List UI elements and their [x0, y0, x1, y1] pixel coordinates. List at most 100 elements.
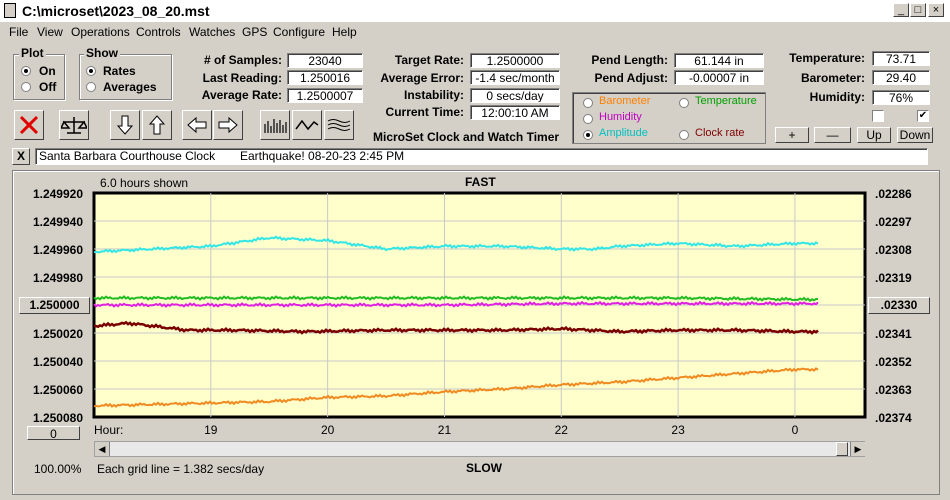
show-rates-radio[interactable] [86, 66, 96, 76]
y-right-tick-label: .02374 [875, 411, 912, 425]
x-tick-label: 0 [792, 423, 799, 437]
rate-center-button[interactable]: 1.250000 [19, 297, 90, 314]
plus-button[interactable]: + [775, 127, 809, 143]
plot-on-radio[interactable] [21, 66, 31, 76]
amplitude-option-label: Amplitude [599, 127, 648, 139]
temperature-field: 73.71 [872, 51, 930, 66]
plot-group-title: Plot [19, 46, 46, 60]
hour-offset-button[interactable]: 0 [27, 426, 80, 441]
series-line-amplitude [93, 235, 819, 254]
instability-label: Instability: [403, 88, 464, 102]
temperature-radio[interactable] [679, 98, 689, 108]
samples-field: 23040 [287, 53, 363, 68]
wave-icon [295, 119, 319, 131]
multi-wave-button[interactable] [324, 110, 354, 140]
x-tick-label: 19 [204, 423, 218, 437]
y-right-tick-label: .02286 [875, 187, 912, 201]
left-arrow-button[interactable] [182, 110, 212, 140]
checkbox-1[interactable] [872, 110, 884, 122]
current-time-label: Current Time: [385, 105, 464, 119]
up-arrow-button[interactable] [142, 110, 172, 140]
menu-controls[interactable]: Controls [136, 25, 181, 39]
pend-length-field: 61.144 in [674, 53, 764, 68]
y-right-tick-label: .02363 [875, 383, 912, 397]
minus-button[interactable]: — [814, 127, 851, 143]
menu-file[interactable]: File [9, 25, 29, 39]
average-error-label: Average Error: [380, 71, 464, 85]
humidity-option-label: Humidity [599, 111, 642, 123]
minimize-button[interactable]: _ [893, 3, 909, 17]
show-averages-radio[interactable] [86, 82, 96, 92]
clock-rate-option-label: Clock rate [695, 127, 745, 139]
amplitude-radio[interactable] [583, 130, 593, 140]
scroll-left-arrow-icon[interactable]: ◀ [95, 442, 110, 456]
x-axis-label: Hour: [94, 423, 123, 437]
down-button[interactable]: Down [897, 127, 933, 143]
red-x-icon [19, 115, 39, 135]
multi-wave-icon [327, 119, 351, 131]
x-tick-label: 20 [321, 423, 335, 437]
samples-label: # of Samples: [203, 53, 282, 67]
x-tick-label: 22 [555, 423, 569, 437]
pend-adjust-field: -0.00007 in [674, 70, 764, 85]
show-group-title: Show [84, 46, 120, 60]
menu-gps[interactable]: GPS [242, 25, 268, 39]
scroll-right-arrow-icon[interactable]: ▶ [850, 442, 865, 456]
plot-off-radio[interactable] [21, 82, 31, 92]
scroll-thumb[interactable] [836, 442, 848, 456]
pend-adjust-label: Pend Adjust: [594, 71, 668, 85]
menu-configure[interactable]: Configure [273, 25, 326, 39]
stop-button[interactable] [14, 110, 44, 140]
checkbox-2[interactable]: ✔ [917, 110, 929, 122]
series-line-clock-rate [93, 320, 819, 335]
last-reading-label: Last Reading: [202, 71, 282, 85]
menu-help[interactable]: Help [332, 25, 357, 39]
y-right-tick-label: .02319 [875, 271, 912, 285]
time-scrollbar[interactable]: ◀ ▶ [94, 441, 865, 457]
note-field[interactable]: Santa Barbara Courthouse Clock Earthquak… [35, 148, 928, 165]
y-left-tick-label: 1.249940 [33, 215, 83, 229]
down-arrow-button[interactable] [110, 110, 140, 140]
title-bar[interactable]: C:\microset\2023_08_20.mst _ □ × [0, 0, 950, 23]
app-icon[interactable] [4, 3, 16, 18]
down-arrow-icon [116, 115, 134, 135]
menu-watches[interactable]: Watches [189, 25, 236, 39]
left-arrow-icon [187, 116, 207, 134]
temperature-label: Temperature: [789, 51, 865, 65]
y-right-tick-label: .02308 [875, 243, 912, 257]
close-button[interactable]: × [928, 3, 944, 17]
y-right-tick-label: .02297 [875, 215, 912, 229]
wave-button[interactable] [292, 110, 322, 140]
average-rate-field: 1.2500007 [287, 88, 363, 103]
series-line-humidity [93, 300, 819, 308]
right-arrow-icon [218, 116, 238, 134]
humidity-radio[interactable] [583, 114, 593, 124]
window-title: C:\microset\2023_08_20.mst [22, 3, 210, 19]
right-arrow-button[interactable] [213, 110, 243, 140]
menu-operations[interactable]: Operations [71, 25, 130, 39]
zoom-level: 100.00% [34, 462, 82, 476]
y-left-tick-label: 1.249960 [33, 243, 83, 257]
histogram-icon [264, 119, 287, 133]
menu-view[interactable]: View [37, 25, 63, 39]
plot-off-label: Off [39, 80, 57, 94]
histogram-button[interactable] [260, 110, 290, 140]
up-button[interactable]: Up [857, 127, 891, 143]
balance-scale-icon [61, 117, 87, 134]
maximize-button[interactable]: □ [910, 3, 926, 17]
up-arrow-icon [148, 115, 166, 135]
barometer-option-label: Barometer [599, 95, 651, 107]
note-close-button[interactable]: X [12, 148, 30, 165]
humidity-field: 76% [872, 90, 930, 105]
series-line-temperature [93, 295, 818, 303]
current-time-field: 12:00:10 AM [470, 105, 560, 120]
amplitude-center-button[interactable]: .02330 [868, 297, 930, 314]
series-line-barometer [93, 367, 819, 408]
note-event-text: Earthquake! 08-20-23 2:45 PM [240, 149, 405, 163]
plot-on-label: On [39, 64, 56, 78]
balance-button[interactable] [59, 110, 89, 140]
clock-rate-radio[interactable] [679, 130, 689, 140]
grid-note: Each grid line = 1.382 secs/day [97, 462, 265, 476]
barometer-radio[interactable] [583, 98, 593, 108]
